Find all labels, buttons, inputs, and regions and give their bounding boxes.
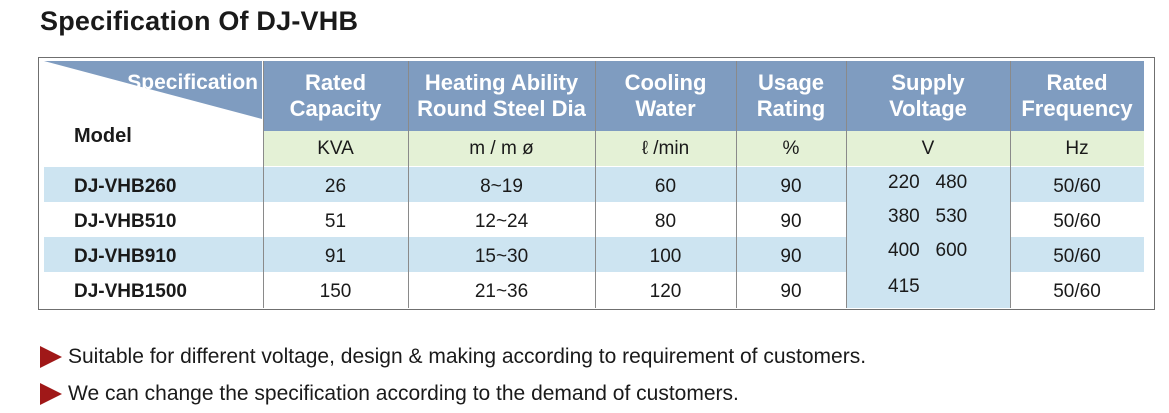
voltage-value: 400 600 [888, 240, 968, 261]
corner-diagonal-shape [44, 61, 262, 119]
header-heating-ability: Heating Ability Round Steel Dia [408, 61, 595, 131]
model-cell: DJ-VHB1500 [74, 280, 187, 302]
frequency-cell: 50/60 [1053, 210, 1101, 232]
corner-spec-label: Specification [127, 71, 258, 94]
triangle-bullet-icon [40, 346, 62, 368]
frequency-cell: 50/60 [1053, 245, 1101, 267]
model-cell: DJ-VHB510 [74, 210, 177, 232]
header-line1: Supply [891, 70, 965, 95]
model-cell: DJ-VHB910 [74, 245, 177, 267]
header-rated-capacity: Rated Capacity [263, 61, 408, 131]
unit-volt: V [846, 131, 1010, 166]
unit-kva: KVA [263, 131, 408, 166]
header-line1: Rated [304, 70, 367, 95]
corner-header-cell: Specification Model [44, 61, 262, 167]
voltage-value: 380 530 [888, 206, 968, 227]
diameter-cell: 21~36 [474, 280, 529, 302]
water-cell: 120 [649, 280, 682, 302]
voltage-value: 415 [888, 276, 920, 297]
header-line1: Cooling [624, 70, 707, 95]
unit-percent: % [736, 131, 846, 166]
spec-table-frame [38, 57, 1155, 310]
frequency-cell: 50/60 [1053, 280, 1101, 302]
unit-mm: m / m ø [408, 131, 595, 166]
water-cell: 60 [654, 175, 677, 197]
capacity-cell: 26 [324, 175, 347, 197]
water-cell: 100 [649, 245, 682, 267]
column-divider [736, 61, 737, 308]
usage-cell: 90 [780, 210, 802, 232]
column-divider [595, 61, 596, 308]
header-line2: Round Steel Dia [417, 96, 586, 121]
header-line2: Rating [756, 96, 826, 121]
note-text: Suitable for different voltage, design &… [68, 345, 867, 368]
column-divider [1010, 61, 1011, 308]
usage-cell: 90 [780, 245, 802, 267]
voltage-merged-cell [846, 167, 1010, 308]
corner-model-label: Model [74, 125, 132, 147]
voltage-value: 220 480 [888, 172, 968, 193]
capacity-cell: 51 [324, 210, 347, 232]
header-rated-frequency: Rated Frequency [1010, 61, 1144, 131]
header-supply-voltage: Supply Voltage [846, 61, 1010, 131]
water-cell: 80 [654, 210, 677, 232]
header-cooling-water: Cooling Water [595, 61, 736, 131]
note-text: We can change the specification accordin… [68, 382, 739, 405]
header-line2: Water [635, 96, 696, 121]
column-divider [846, 61, 847, 308]
model-cell: DJ-VHB260 [74, 175, 177, 197]
capacity-cell: 150 [319, 280, 352, 302]
note-item: Suitable for different voltage, design &… [40, 345, 866, 369]
header-line2: Frequency [1021, 96, 1133, 121]
capacity-cell: 91 [324, 245, 347, 267]
header-line2: Capacity [289, 96, 382, 121]
header-usage-rating: Usage Rating [736, 61, 846, 131]
usage-cell: 90 [780, 280, 802, 302]
usage-cell: 90 [780, 175, 802, 197]
header-line2: Voltage [889, 96, 967, 121]
column-divider [408, 61, 409, 308]
diameter-cell: 15~30 [474, 245, 529, 267]
header-line1: Usage [757, 70, 825, 95]
header-line1: Rated [1046, 70, 1108, 95]
unit-l-per-min: ℓ /min [595, 131, 736, 166]
diameter-cell: 12~24 [474, 210, 529, 232]
frequency-cell: 50/60 [1053, 175, 1101, 197]
triangle-bullet-icon [40, 383, 62, 405]
page-title: Specification Of DJ-VHB [40, 6, 359, 36]
note-item: We can change the specification accordin… [40, 382, 739, 406]
column-divider [263, 61, 264, 308]
unit-hz: Hz [1010, 131, 1144, 166]
header-line1: Heating Ability [424, 70, 579, 95]
diameter-cell: 8~19 [480, 175, 523, 197]
